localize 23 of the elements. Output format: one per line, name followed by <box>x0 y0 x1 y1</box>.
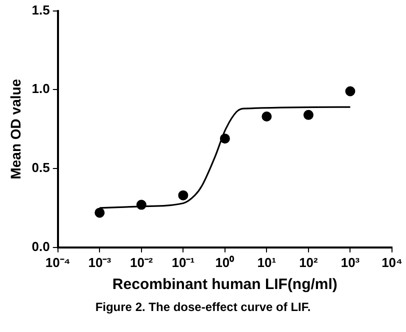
caption: Figure 2. The dose-effect curve of LIF. <box>94 300 312 314</box>
point <box>345 86 356 96</box>
point <box>136 200 146 210</box>
x-tick-label: 10⁴ <box>382 254 402 270</box>
y-tick-label: 0.0 <box>32 238 50 254</box>
x-tick-label: 10⁻³ <box>88 254 112 270</box>
y-axis-title: Mean OD value <box>7 78 24 180</box>
x-tick-label: 10³ <box>340 254 360 270</box>
y-tick-label: 0.5 <box>32 160 50 176</box>
x-tick-label: 10⁻¹ <box>172 254 195 270</box>
point <box>94 208 105 218</box>
point <box>178 190 188 200</box>
point <box>303 110 314 120</box>
y-tick-label: 1.0 <box>32 81 50 96</box>
x-tick-label: 10¹ <box>257 254 276 270</box>
point <box>262 111 272 122</box>
x-tick-label: 10⁻⁴ <box>45 254 70 270</box>
x-tick-label: 10² <box>299 254 319 270</box>
x-axis-title: Recombinant human LIF(ng/ml) <box>112 276 338 294</box>
x-tick-label: 10⁻² <box>130 254 154 270</box>
x-tick-label: 10⁰ <box>215 254 235 270</box>
point <box>220 134 230 144</box>
y-tick-label: 1.5 <box>32 2 50 18</box>
